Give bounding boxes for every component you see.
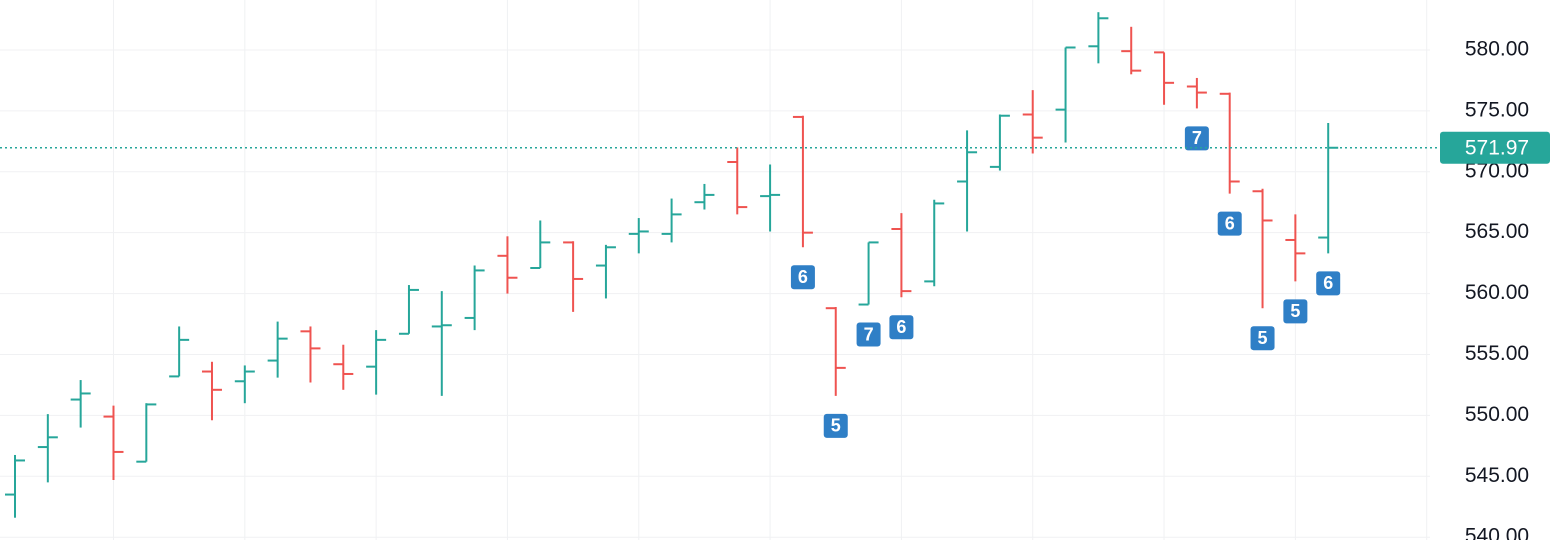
marker-badge bbox=[790, 265, 815, 290]
y-tick-label: 580.00 bbox=[1465, 37, 1529, 60]
y-tick-label: 540.00 bbox=[1465, 525, 1529, 540]
marker-label: 7 bbox=[864, 324, 874, 344]
marker-label: 5 bbox=[1290, 301, 1300, 321]
last-price-label: 571.97 bbox=[1465, 136, 1529, 159]
marker-label: 6 bbox=[896, 317, 906, 337]
y-tick-label: 550.00 bbox=[1465, 403, 1529, 426]
marker-badge bbox=[889, 315, 914, 340]
marker-badge bbox=[823, 413, 848, 438]
marker-label: 7 bbox=[1192, 128, 1202, 148]
last-price-badge bbox=[1440, 131, 1550, 164]
y-tick-label: 555.00 bbox=[1465, 342, 1529, 365]
marker-badge bbox=[1250, 326, 1275, 351]
marker-badge bbox=[1316, 271, 1341, 296]
marker-label: 6 bbox=[1225, 213, 1235, 233]
marker-label: 5 bbox=[831, 416, 841, 436]
marker-badge bbox=[1283, 299, 1308, 324]
marker-label: 6 bbox=[798, 267, 808, 287]
y-tick-label: 570.00 bbox=[1465, 159, 1529, 182]
marker-badge bbox=[856, 322, 881, 347]
marker-badge bbox=[1217, 211, 1242, 236]
y-tick-label: 545.00 bbox=[1465, 464, 1529, 487]
marker-label: 5 bbox=[1258, 328, 1268, 348]
y-tick-label: 565.00 bbox=[1465, 220, 1529, 243]
marker-label: 6 bbox=[1323, 273, 1333, 293]
y-tick-label: 575.00 bbox=[1465, 98, 1529, 121]
y-tick-label: 560.00 bbox=[1465, 281, 1529, 304]
marker-badge bbox=[1184, 126, 1209, 151]
